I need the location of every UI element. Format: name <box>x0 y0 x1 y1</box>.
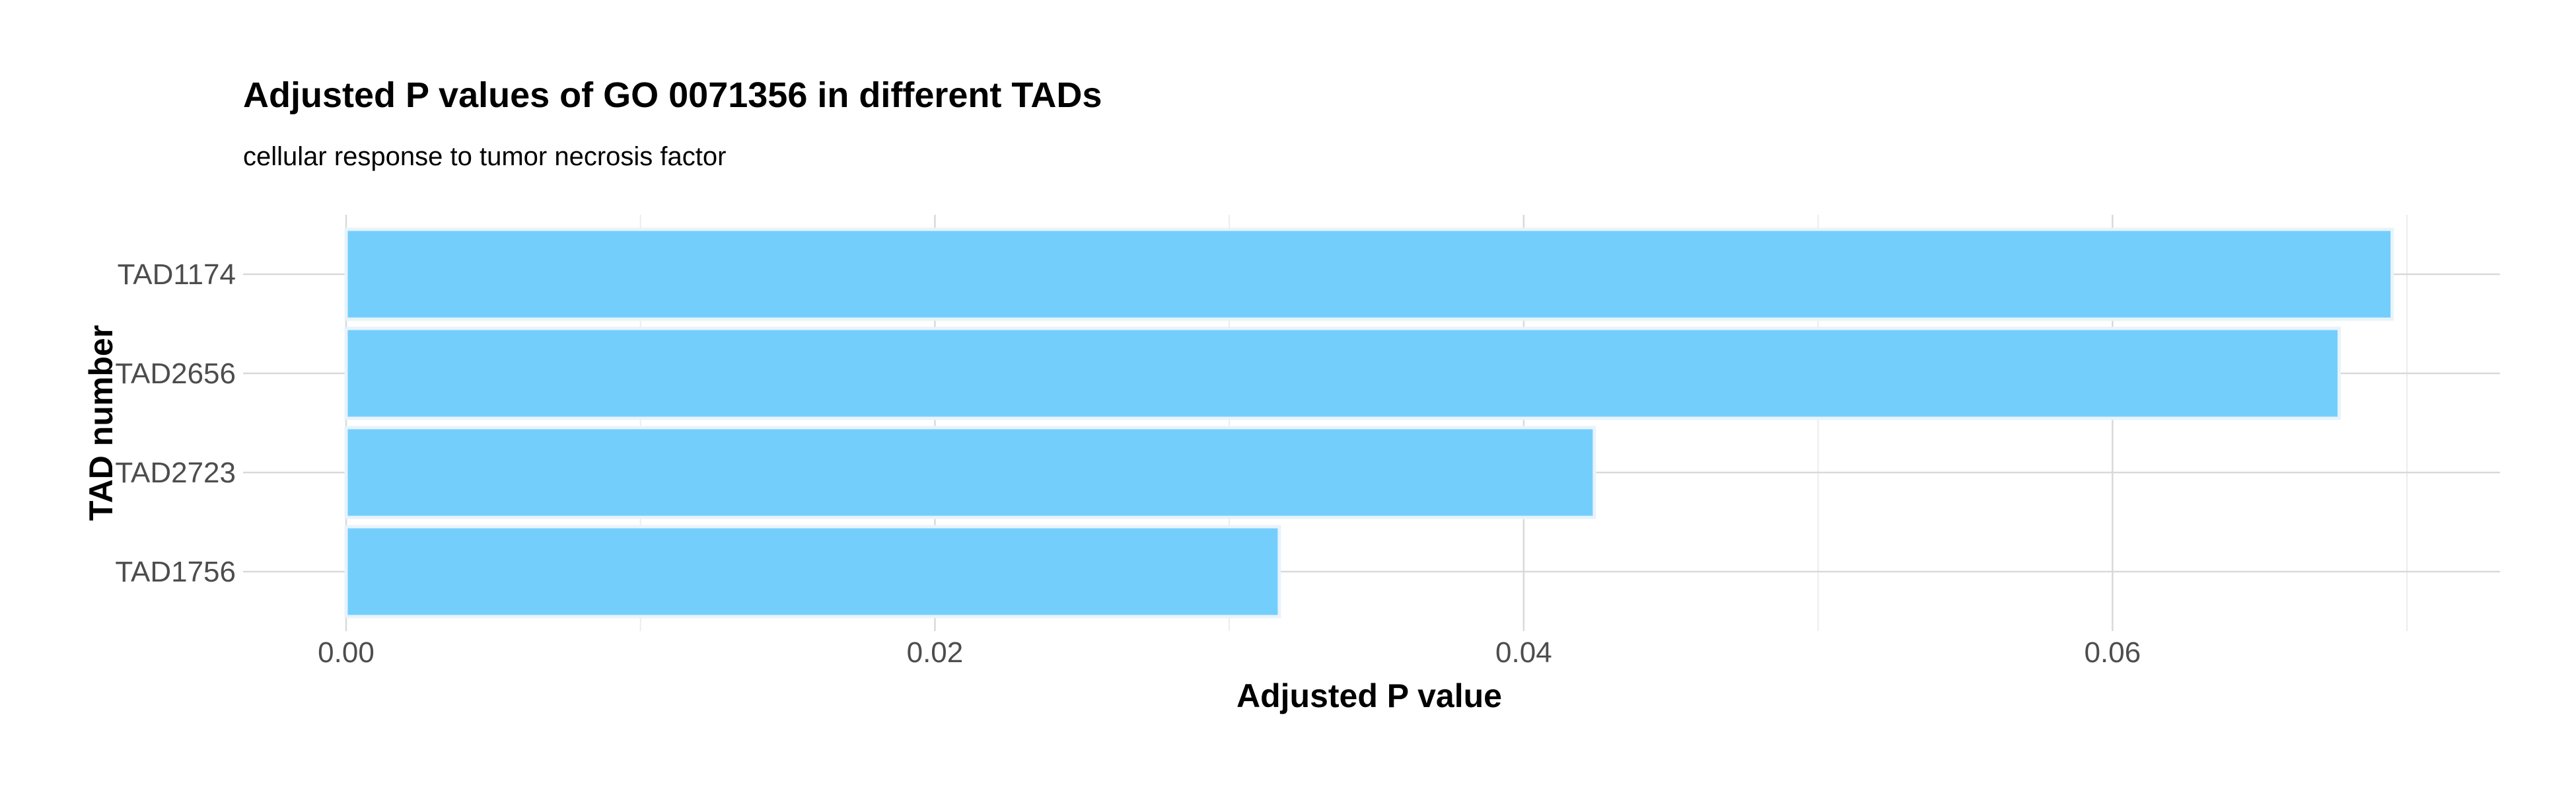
bar-tad2723 <box>344 426 1596 519</box>
x-axis-title: Adjusted P value <box>1236 677 1502 714</box>
bars <box>344 227 2394 619</box>
x-tick-label: 0.04 <box>1495 636 1552 669</box>
bar-tad1174 <box>344 227 2394 321</box>
y-tick-label: TAD1756 <box>115 556 236 588</box>
x-tick-label: 0.00 <box>318 636 375 669</box>
x-axis-tick-labels: 0.00 0.02 0.04 0.06 <box>318 636 2141 669</box>
chart-subtitle: cellular response to tumor necrosis fact… <box>243 142 726 171</box>
y-axis-tick-labels: TAD1174 TAD2656 TAD2723 TAD1756 <box>115 258 236 588</box>
y-tick-label: TAD2656 <box>115 358 236 390</box>
x-tick-label: 0.02 <box>907 636 964 669</box>
y-axis-title: TAD number <box>83 325 120 521</box>
y-tick-label: TAD2723 <box>115 457 236 489</box>
bar-tad1756 <box>344 525 1281 619</box>
y-tick-label: TAD1174 <box>118 258 236 291</box>
chart-title: Adjusted P values of GO 0071356 in diffe… <box>243 75 1102 115</box>
x-tick-label: 0.06 <box>2084 636 2141 669</box>
bar-tad2656 <box>344 326 2341 420</box>
